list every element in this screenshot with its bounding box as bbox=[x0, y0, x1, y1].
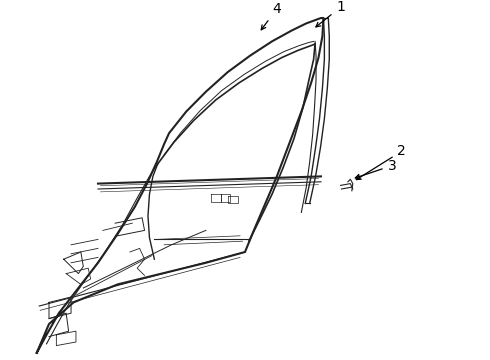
Text: 3: 3 bbox=[355, 159, 396, 179]
Text: 1: 1 bbox=[316, 0, 345, 27]
Text: 4: 4 bbox=[261, 2, 281, 30]
Text: 2: 2 bbox=[356, 144, 406, 180]
